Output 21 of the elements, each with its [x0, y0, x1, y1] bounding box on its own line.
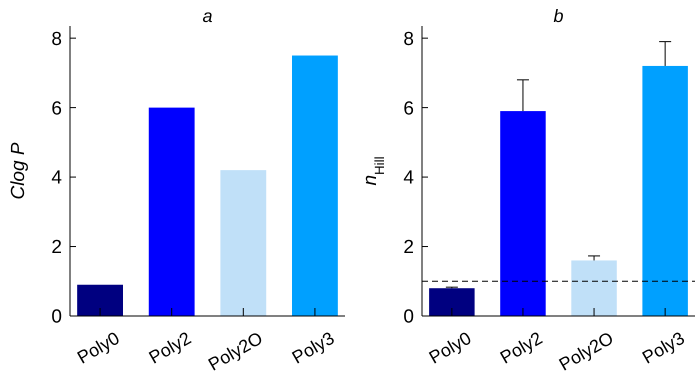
- y-tick-label: 8: [51, 28, 62, 50]
- bar: [77, 284, 123, 316]
- bar: [571, 260, 617, 316]
- bar: [500, 111, 546, 316]
- y-tick-label: 4: [403, 168, 414, 189]
- bar: [642, 66, 688, 316]
- y-tick-label: 6: [51, 98, 62, 120]
- chart-title: b: [553, 6, 564, 26]
- bar: [429, 288, 475, 316]
- y-tick-label: 8: [403, 28, 414, 50]
- y-tick-label: 2: [51, 237, 62, 258]
- y-tick-label: 0: [51, 306, 62, 328]
- bar: [148, 108, 195, 316]
- y-tick-label: 4: [51, 168, 62, 189]
- y-tick-label: 0: [403, 306, 414, 328]
- y-tick-label: 6: [403, 98, 414, 120]
- y-tick-label: 2: [403, 237, 414, 258]
- y-axis-title: Clog P: [8, 142, 29, 200]
- bar: [220, 170, 266, 316]
- bar: [292, 56, 338, 316]
- chart-title: a: [202, 6, 213, 26]
